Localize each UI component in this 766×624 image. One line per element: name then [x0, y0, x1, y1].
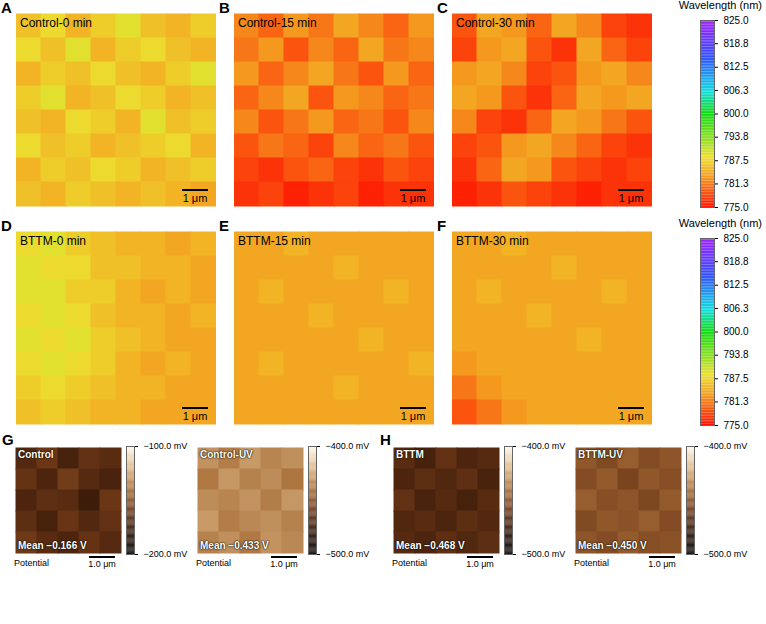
html-text:Control-30 min: Control-30 min [456, 16, 535, 30]
html-text:Wavelength (nm): Wavelength (nm) [678, 217, 762, 229]
html-text:1.0 μm: 1.0 μm [466, 559, 494, 569]
svg-text:818.8: 818.8 [724, 256, 749, 267]
svg-text:781.3: 781.3 [724, 178, 749, 189]
svg-text:775.0: 775.0 [724, 420, 749, 431]
svg-text:812.5: 812.5 [724, 61, 749, 72]
svg-text:825.0: 825.0 [724, 233, 749, 244]
html-text:Mean −0.166 V: Mean −0.166 V [18, 540, 87, 551]
html-text:C: C [437, 0, 448, 16]
svg-text:793.8: 793.8 [724, 349, 749, 360]
html-text:Wavelength (nm): Wavelength (nm) [678, 0, 762, 11]
html-text:H: H [380, 431, 391, 448]
svg-text:−500.0 mV: −500.0 mV [326, 549, 370, 559]
html-text:Mean −0.450 V: Mean −0.450 V [578, 540, 647, 551]
html-text:Mean −0.433 V: Mean −0.433 V [200, 540, 269, 551]
html-text:BTTM: BTTM [396, 449, 424, 460]
svg-text:787.5: 787.5 [724, 373, 749, 384]
svg-text:825.0: 825.0 [724, 15, 749, 26]
html-text:Potential: Potential [392, 558, 427, 568]
svg-text:−100.0 mV: −100.0 mV [144, 441, 188, 451]
html-text:Potential: Potential [574, 558, 609, 568]
svg-text:818.8: 818.8 [724, 38, 749, 49]
html-text:Potential: Potential [196, 558, 231, 568]
svg-text:793.8: 793.8 [724, 131, 749, 142]
html-text:1 μm: 1 μm [182, 410, 208, 422]
svg-text:800.0: 800.0 [724, 326, 749, 337]
svg-text:806.3: 806.3 [724, 85, 749, 96]
html-text:Potential: Potential [14, 558, 49, 568]
html-text:Control: Control [18, 449, 54, 460]
svg-text:812.5: 812.5 [724, 279, 749, 290]
svg-text:787.5: 787.5 [724, 155, 749, 166]
html-text:1.0 μm: 1.0 μm [270, 559, 298, 569]
svg-text:806.3: 806.3 [724, 303, 749, 314]
html-text:E: E [219, 217, 229, 234]
svg-text:−200.0 mV: −200.0 mV [144, 549, 188, 559]
html-text:G: G [2, 431, 14, 448]
html-text:1 μm: 1 μm [618, 410, 644, 422]
svg-text:−400.0 mV: −400.0 mV [522, 441, 566, 451]
html-text:Control-0 min: Control-0 min [20, 16, 92, 30]
html-text:1.0 μm: 1.0 μm [88, 559, 116, 569]
html-text:BTTM-30 min: BTTM-30 min [456, 234, 529, 248]
html-text:A: A [1, 0, 12, 16]
html-text:1.0 μm: 1.0 μm [648, 559, 676, 569]
svg-text:−500.0 mV: −500.0 mV [704, 549, 748, 559]
html-text:Control-UV: Control-UV [200, 449, 253, 460]
html-text:BTTM-15 min: BTTM-15 min [238, 234, 311, 248]
svg-text:−500.0 mV: −500.0 mV [522, 549, 566, 559]
html-text:BTTM-0 min: BTTM-0 min [20, 234, 86, 248]
svg-text:−400.0 mV: −400.0 mV [704, 441, 748, 451]
html-text:1 μm: 1 μm [182, 192, 208, 204]
html-text:D: D [1, 217, 12, 234]
html-text:1 μm: 1 μm [400, 192, 426, 204]
html-text:F: F [437, 217, 447, 234]
html-text:1 μm: 1 μm [400, 410, 426, 422]
html-text:1 μm: 1 μm [618, 192, 644, 204]
html-text:Mean −0.468 V: Mean −0.468 V [396, 540, 465, 551]
html-text:BTTM-UV: BTTM-UV [578, 449, 623, 460]
html-text:B: B [219, 0, 230, 16]
svg-text:781.3: 781.3 [724, 396, 749, 407]
svg-text:−400.0 mV: −400.0 mV [326, 441, 370, 451]
svg-text:800.0: 800.0 [724, 108, 749, 119]
html-text:Control-15 min: Control-15 min [238, 16, 317, 30]
svg-text:775.0: 775.0 [724, 202, 749, 213]
